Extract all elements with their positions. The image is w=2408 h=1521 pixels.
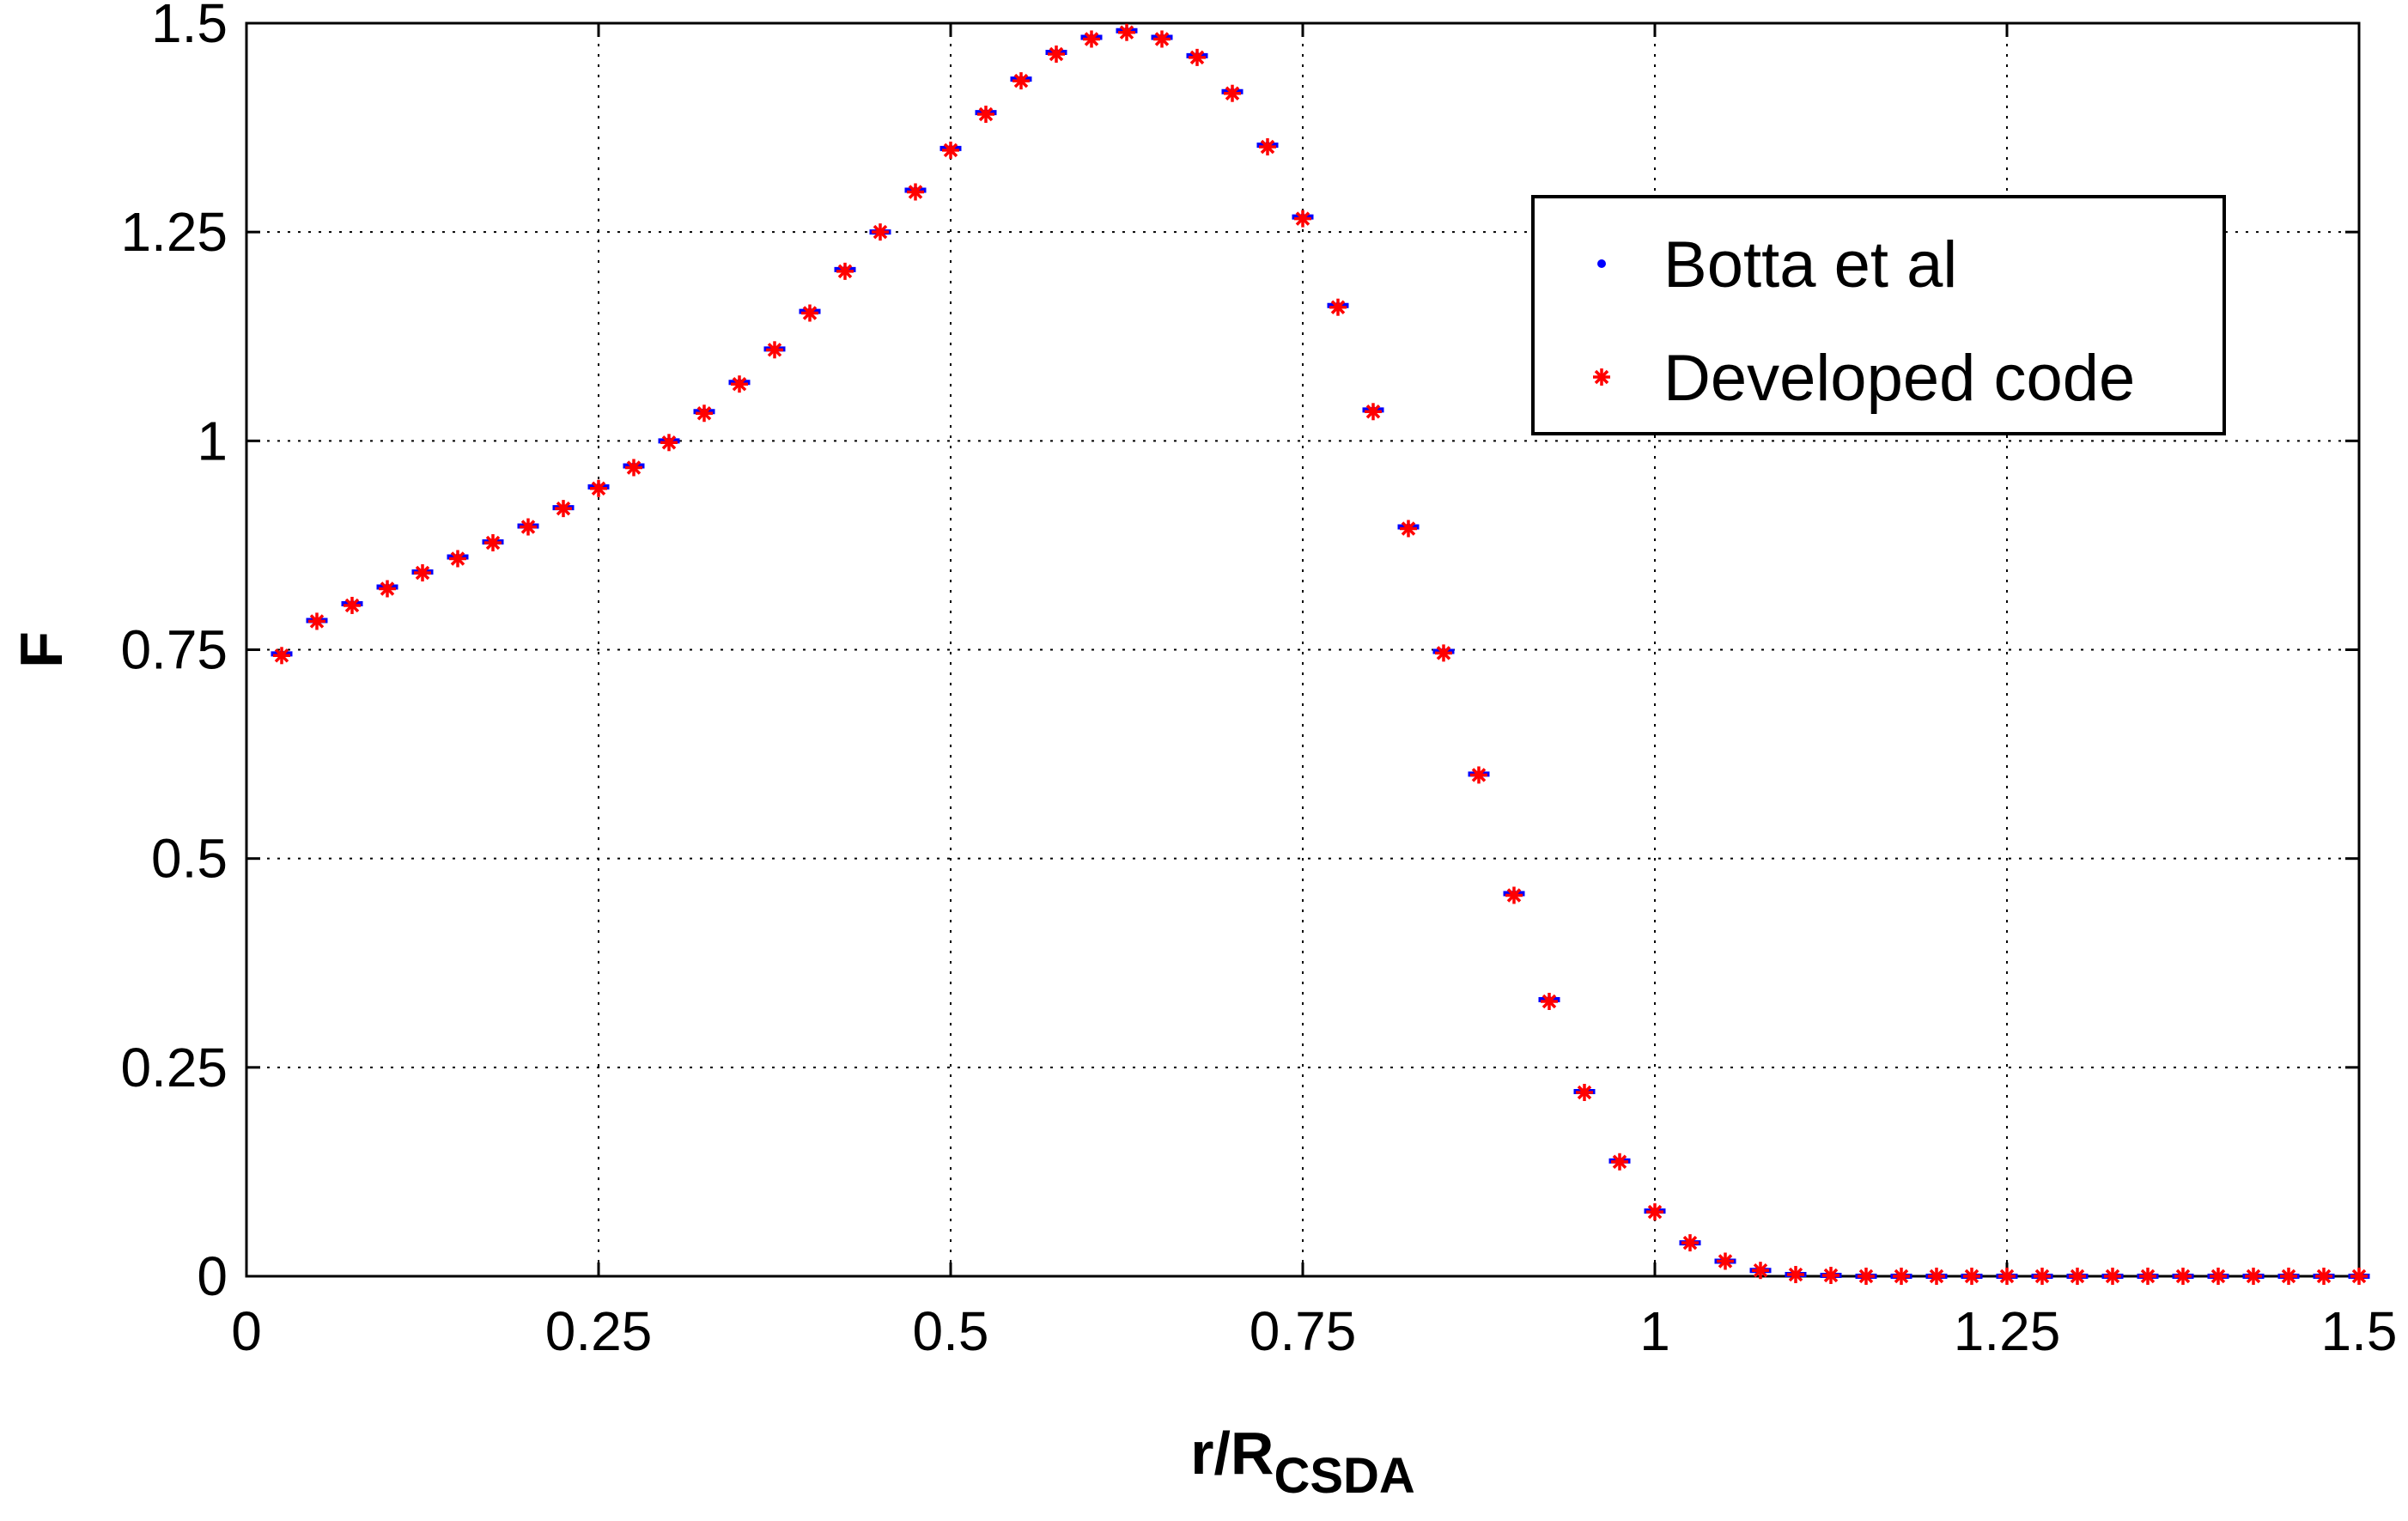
developed-code-point bbox=[344, 596, 361, 614]
legend-items: Botta et al Developed code bbox=[1593, 228, 2135, 415]
developed-code-point bbox=[414, 564, 431, 582]
developed-code-point bbox=[1470, 766, 1487, 784]
developed-code-point bbox=[801, 304, 818, 322]
legend-box bbox=[1531, 195, 2226, 435]
developed-code-point bbox=[1329, 298, 1347, 316]
x-tick-label: 0 bbox=[231, 1300, 262, 1362]
developed-code-point bbox=[1787, 1266, 1804, 1284]
developed-code-point bbox=[1153, 30, 1171, 48]
developed-code-point bbox=[1365, 403, 1382, 421]
developed-code-point bbox=[1118, 23, 1135, 41]
developed-code-point bbox=[1998, 1268, 2016, 1285]
x-tick-label: 0.5 bbox=[913, 1300, 989, 1362]
developed-code-point bbox=[2034, 1268, 2051, 1285]
developed-code-point bbox=[836, 262, 854, 280]
x-tick-label: 1.25 bbox=[1954, 1300, 2061, 1362]
developed-code-point bbox=[1189, 48, 1206, 66]
developed-code-point bbox=[1048, 45, 1065, 63]
developed-code-point bbox=[520, 518, 537, 536]
developed-code-point bbox=[1083, 30, 1100, 48]
developed-code-point bbox=[1752, 1262, 1769, 1280]
y-tick-label: 1.5 bbox=[151, 0, 228, 54]
developed-code-point bbox=[2069, 1268, 2086, 1285]
developed-code-point bbox=[872, 223, 889, 241]
grid bbox=[246, 23, 2359, 1276]
y-tick-label: 0.75 bbox=[120, 619, 228, 681]
developed-code-point bbox=[1893, 1268, 1910, 1285]
x-tick-label: 1 bbox=[1639, 1300, 1670, 1362]
developed-code-point bbox=[1012, 72, 1030, 90]
y-tick-label: 1 bbox=[197, 410, 228, 472]
developed-code-point bbox=[1435, 644, 1452, 662]
developed-code-point bbox=[1541, 992, 1558, 1010]
developed-code-point bbox=[1576, 1084, 1593, 1102]
developed-code-point bbox=[449, 550, 466, 568]
developed-code-point bbox=[484, 533, 502, 551]
developed-code-point bbox=[1681, 1234, 1699, 1252]
y-tick-label: 0.25 bbox=[120, 1037, 228, 1098]
legend-marker-botta bbox=[1597, 259, 1606, 268]
developed-code-point bbox=[977, 106, 994, 124]
developed-code-point bbox=[2350, 1268, 2368, 1285]
axis-ticks: 0 0.25 0.5 0.75 1 1.25 1.5 0 0.25 0.5 0.75 1 1.25 1.5 bbox=[120, 0, 2397, 1362]
legend: Botta et al Developed code bbox=[1531, 195, 2226, 435]
developed-code-point bbox=[273, 647, 290, 665]
series-layer bbox=[271, 23, 2370, 1285]
legend-marker-developed-code bbox=[1593, 368, 1610, 386]
y-tick-label: 1.25 bbox=[120, 201, 228, 263]
x-tick-label: 0.75 bbox=[1250, 1300, 1357, 1362]
x-tick-label: 1.5 bbox=[2321, 1300, 2398, 1362]
developed-code-point bbox=[907, 183, 924, 201]
developed-code-point bbox=[2174, 1268, 2192, 1285]
developed-code-point bbox=[696, 405, 713, 423]
developed-code-point bbox=[1400, 520, 1417, 538]
developed-code-point bbox=[1646, 1203, 1663, 1221]
legend-label: Developed code bbox=[1663, 342, 2135, 415]
developed-code-point bbox=[660, 434, 678, 452]
developed-code-point bbox=[379, 580, 396, 598]
x-axis-label: r/RCSDA bbox=[1190, 1420, 1415, 1504]
developed-code-point bbox=[308, 612, 325, 630]
developed-code-point bbox=[1224, 84, 1241, 102]
developed-code-point bbox=[1717, 1252, 1734, 1270]
developed-code-point bbox=[555, 500, 572, 518]
y-tick-label: 0 bbox=[197, 1245, 228, 1307]
developed-code-point bbox=[1858, 1268, 1875, 1285]
developed-code-point bbox=[1928, 1268, 1945, 1285]
developed-code-point bbox=[2280, 1268, 2297, 1285]
developed-code-point bbox=[590, 479, 607, 497]
developed-code-point bbox=[2245, 1268, 2262, 1285]
developed-code-point bbox=[766, 341, 783, 359]
developed-code-point bbox=[2315, 1268, 2332, 1285]
developed-code-point bbox=[1259, 137, 1276, 155]
developed-code-point bbox=[1505, 886, 1523, 904]
developed-code-point bbox=[625, 459, 642, 477]
developed-code-point bbox=[942, 141, 959, 159]
developed-code-point bbox=[1963, 1268, 1980, 1285]
x-tick-label: 0.25 bbox=[545, 1300, 653, 1362]
developed-code-point bbox=[1822, 1267, 1839, 1285]
developed-code-point bbox=[2139, 1268, 2156, 1285]
x-axis-label-main: r/R bbox=[1190, 1420, 1274, 1487]
developed-code-point bbox=[1611, 1153, 1628, 1171]
y-tick-label: 0.5 bbox=[151, 828, 228, 890]
legend-label: Botta et al bbox=[1663, 228, 1957, 301]
developed-code-point bbox=[1294, 210, 1311, 228]
x-axis-label-subscript: CSDA bbox=[1274, 1448, 1414, 1504]
developed-code-point bbox=[2104, 1268, 2121, 1285]
developed-code-point bbox=[731, 375, 748, 393]
y-axis-label: F bbox=[8, 631, 75, 668]
developed-code-point bbox=[2210, 1268, 2227, 1285]
